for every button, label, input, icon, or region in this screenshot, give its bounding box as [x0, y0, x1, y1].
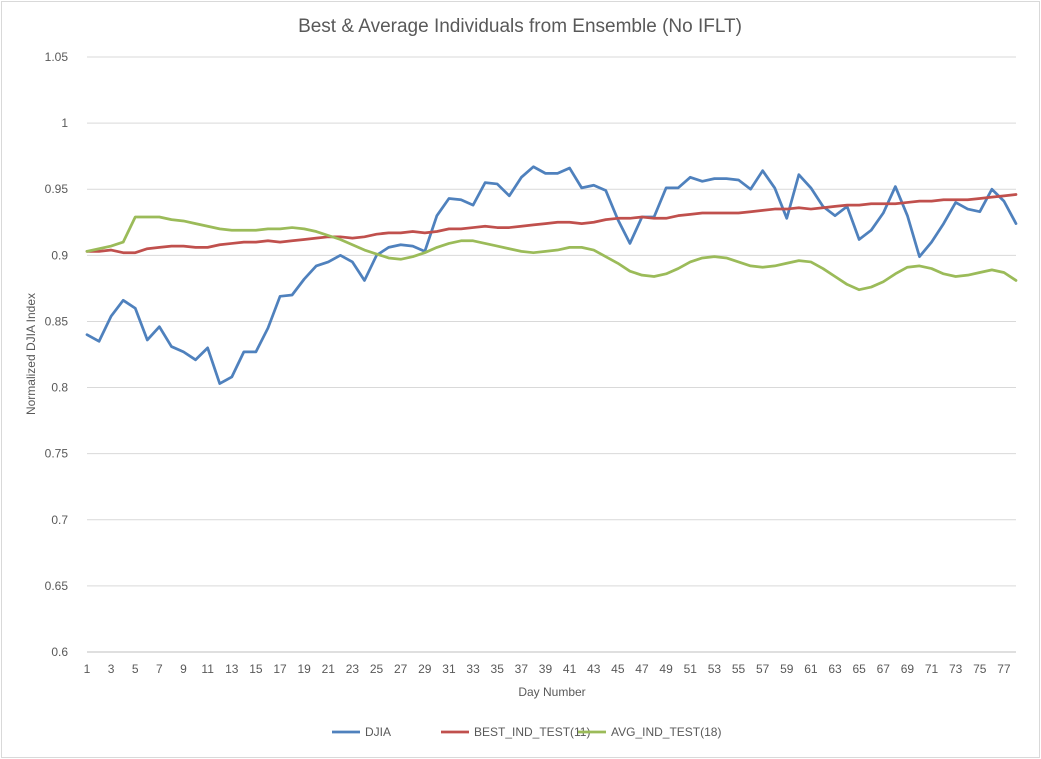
x-tick-label: 67: [877, 662, 891, 676]
x-tick-label: 57: [756, 662, 770, 676]
x-tick-label: 21: [322, 662, 336, 676]
x-tick-label: 23: [346, 662, 360, 676]
x-tick-label: 1: [84, 662, 91, 676]
chart-title: Best & Average Individuals from Ensemble…: [298, 16, 742, 37]
x-tick-label: 27: [394, 662, 408, 676]
x-tick-label: 31: [442, 662, 456, 676]
y-tick-label: 1.05: [45, 50, 69, 64]
x-tick-label: 43: [587, 662, 601, 676]
x-tick-label: 5: [132, 662, 139, 676]
x-tick-label: 61: [804, 662, 818, 676]
gridlines: [87, 56, 1016, 587]
legend-label: BEST_IND_TEST(11): [474, 725, 590, 739]
x-tick-label: 35: [491, 662, 505, 676]
series-lines: [85, 165, 1018, 385]
x-tick-label: 69: [901, 662, 915, 676]
x-tick-label: 3: [108, 662, 115, 676]
x-tick-label: 53: [708, 662, 722, 676]
x-tick-label: 63: [828, 662, 842, 676]
x-tick-label: 17: [273, 662, 287, 676]
x-tick-label: 47: [635, 662, 649, 676]
y-tick-label: 1: [61, 116, 68, 130]
series-line-djia: [85, 165, 1018, 385]
x-tick-label: 77: [997, 662, 1011, 676]
x-tick-label: 29: [418, 662, 432, 676]
x-tick-label: 15: [249, 662, 263, 676]
legend-label: DJIA: [365, 725, 391, 739]
x-tick-label: 75: [973, 662, 987, 676]
x-tick-label: 51: [684, 662, 698, 676]
x-tick-label: 39: [539, 662, 553, 676]
x-tick-label: 73: [949, 662, 963, 676]
series-line-best-ind-test-11: [85, 193, 1018, 255]
legend: DJIA BEST_IND_TEST(11) AVG_IND_TEST(18): [332, 725, 721, 739]
y-tick-label: 0.7: [51, 513, 68, 527]
x-tick-label: 25: [370, 662, 384, 676]
y-tick-label: 0.85: [45, 314, 69, 328]
x-tick-label: 19: [297, 662, 311, 676]
x-tick-label: 9: [180, 662, 187, 676]
x-tick-label: 45: [611, 662, 625, 676]
x-tick-label: 59: [780, 662, 794, 676]
x-tick-label: 11: [201, 662, 214, 676]
x-tick-label: 37: [515, 662, 529, 676]
x-tick-label: 33: [466, 662, 480, 676]
y-tick-label: 0.65: [45, 579, 69, 593]
x-tick-label: 7: [156, 662, 163, 676]
y-axis-label: Normalized DJIA Index: [24, 293, 38, 415]
y-tick-label: 0.8: [51, 381, 68, 395]
legend-label: AVG_IND_TEST(18): [611, 725, 721, 739]
x-tick-label: 71: [925, 662, 939, 676]
series-line-avg-ind-test-18: [85, 215, 1018, 292]
x-tick-label: 41: [563, 662, 577, 676]
y-tick-label: 0.95: [45, 182, 69, 196]
x-tick-label: 13: [225, 662, 239, 676]
y-tick-label: 0.9: [51, 248, 68, 262]
y-tick-label: 0.6: [51, 645, 68, 659]
x-axis-ticks: 1 3 5 7 9 11 13 15 17 19 21 23 25 27 29 31 33 35 37 39 41 43 4…: [84, 662, 1011, 676]
x-tick-label: 49: [659, 662, 673, 676]
x-axis-label: Day Number: [518, 685, 585, 699]
y-axis-ticks: 0.6 0.65 0.7 0.75 0.8 0.85 0.9 0.95 1 1.05: [45, 50, 69, 659]
x-tick-label: 65: [852, 662, 866, 676]
y-tick-label: 0.75: [45, 447, 69, 461]
x-tick-label: 55: [732, 662, 746, 676]
